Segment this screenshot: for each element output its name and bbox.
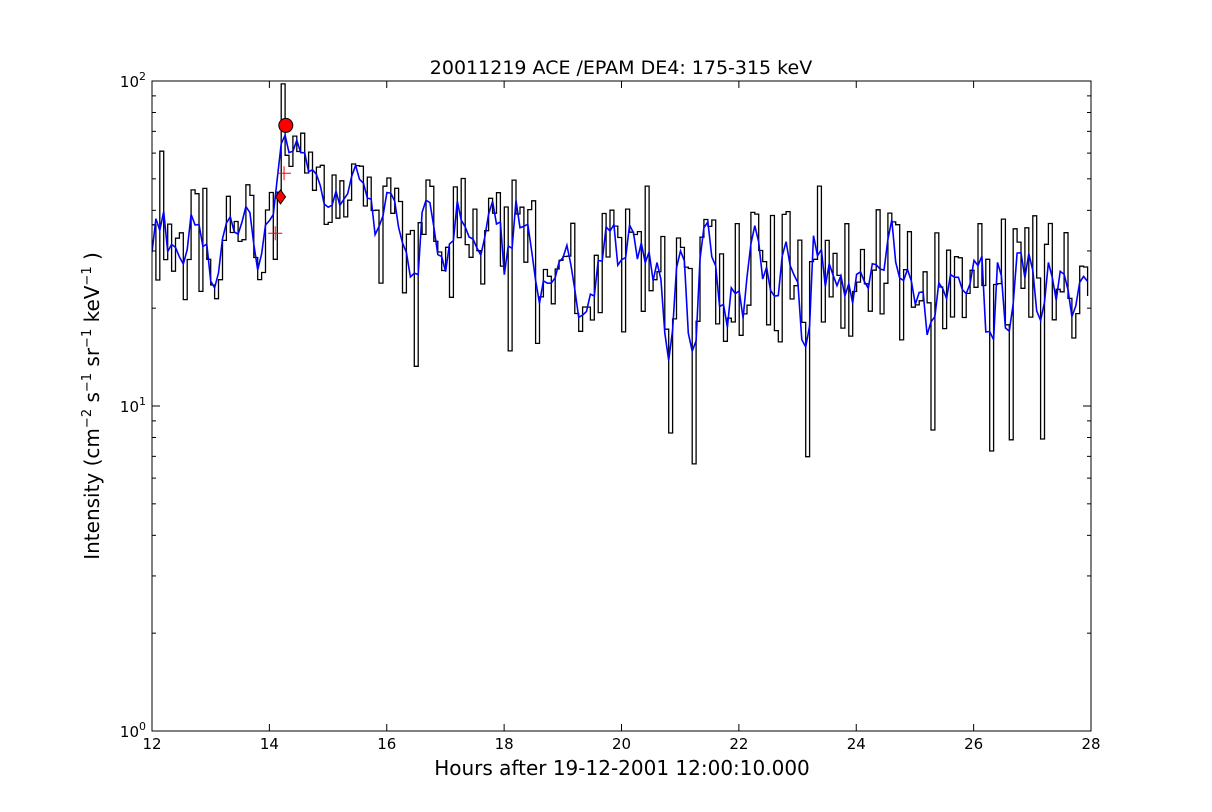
level-marker-plus [277, 166, 292, 181]
y-axis-label: Intensity (cm−2 s−1 sr−1 keV−1 ) [80, 252, 104, 560]
y-label-part2: s [80, 392, 104, 409]
x-tick-label: 12 [142, 735, 161, 753]
y-label-part4: keV [80, 285, 104, 329]
y-label-sup3: −1 [80, 329, 95, 348]
y-tick-label: 102 [120, 70, 146, 91]
y-label-part3: sr [80, 347, 104, 373]
level-marker-plus [268, 226, 283, 241]
x-tick-label: 28 [1081, 735, 1100, 753]
series-smoothed-line [152, 132, 1089, 361]
x-tick-label: 20 [612, 735, 631, 753]
peak-marker-circle [278, 117, 294, 133]
series-raw-line [152, 83, 1089, 465]
y-label-sup1: −2 [80, 409, 95, 428]
data-layer [152, 83, 1089, 465]
x-tick-label: 22 [729, 735, 748, 753]
x-tick-label: 18 [495, 735, 514, 753]
onset-marker-diamond [274, 189, 287, 205]
x-tick-label: 26 [964, 735, 983, 753]
plot-frame [151, 80, 1092, 732]
x-tick-label: 16 [377, 735, 396, 753]
ticks-layer: 12 14 16 18 20 22 24 26 28 100 101 102 [120, 70, 1101, 753]
x-tick-label: 24 [847, 735, 866, 753]
y-label-suffix: ) [80, 252, 104, 266]
x-tick-label: 14 [260, 735, 279, 753]
y-label-sup2: −1 [80, 373, 95, 392]
chart-title: 20011219 ACE /EPAM DE4: 175-315 keV [430, 57, 812, 79]
y-label-prefix: Intensity (cm [80, 428, 104, 560]
y-label-sup4: −1 [80, 266, 95, 285]
x-axis-label: Hours after 19-12-2001 12:00:10.000 [434, 756, 810, 780]
y-tick-label: 101 [120, 395, 146, 416]
y-tick-label: 100 [120, 720, 146, 741]
